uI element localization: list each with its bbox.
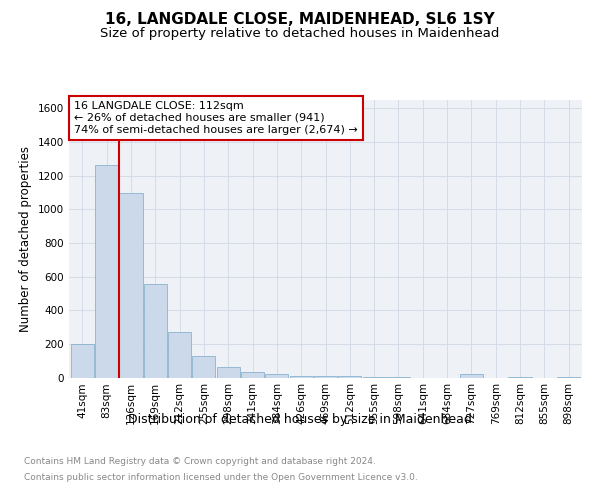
Y-axis label: Number of detached properties: Number of detached properties: [19, 146, 32, 332]
Bar: [265, 374, 289, 378]
Text: 16 LANGDALE CLOSE: 112sqm
← 26% of detached houses are smaller (941)
74% of semi: 16 LANGDALE CLOSE: 112sqm ← 26% of detac…: [74, 102, 358, 134]
Bar: [217, 366, 240, 378]
Bar: [460, 374, 483, 378]
Bar: [95, 165, 118, 378]
Bar: [193, 356, 215, 378]
Bar: [144, 284, 167, 378]
Text: Distribution of detached houses by size in Maidenhead: Distribution of detached houses by size …: [128, 412, 472, 426]
Bar: [338, 376, 361, 378]
Bar: [290, 376, 313, 378]
Bar: [314, 376, 337, 378]
Bar: [241, 372, 264, 378]
Bar: [119, 194, 143, 378]
Text: Contains public sector information licensed under the Open Government Licence v3: Contains public sector information licen…: [24, 472, 418, 482]
Bar: [168, 332, 191, 378]
Text: 16, LANGDALE CLOSE, MAIDENHEAD, SL6 1SY: 16, LANGDALE CLOSE, MAIDENHEAD, SL6 1SY: [105, 12, 495, 28]
Text: Size of property relative to detached houses in Maidenhead: Size of property relative to detached ho…: [100, 28, 500, 40]
Bar: [362, 377, 386, 378]
Bar: [71, 344, 94, 378]
Text: Contains HM Land Registry data © Crown copyright and database right 2024.: Contains HM Land Registry data © Crown c…: [24, 458, 376, 466]
